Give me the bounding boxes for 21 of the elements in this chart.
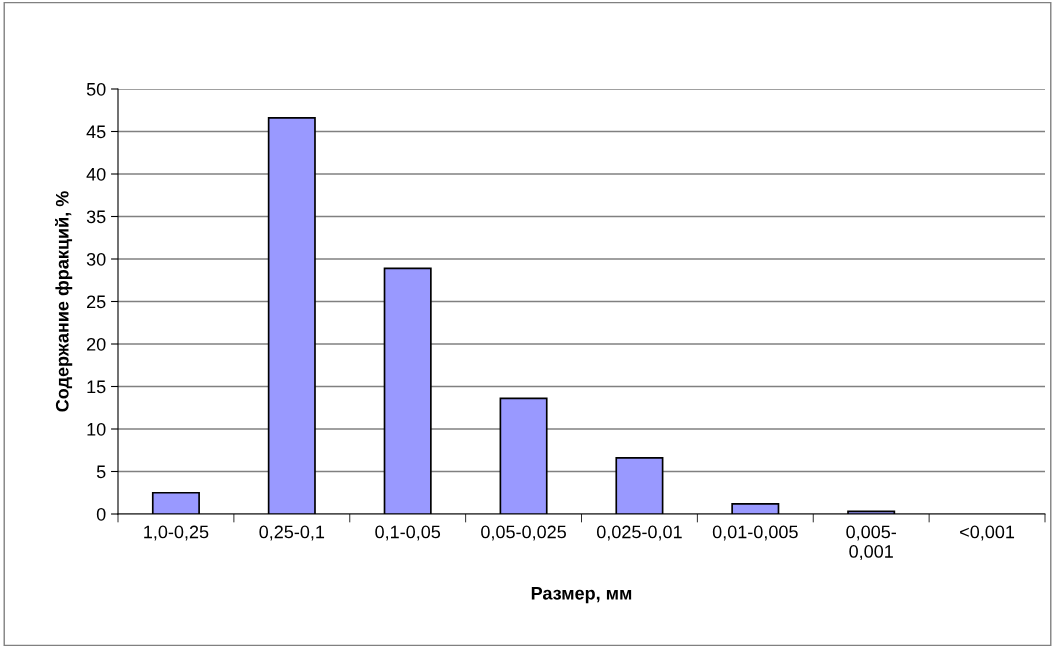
x-tick-label: 0,05-0,025	[481, 525, 566, 541]
y-tick-label: 10	[87, 422, 106, 436]
x-tick-label: 0,25-0,1	[259, 525, 325, 541]
x-tick-label: 0,1-0,05	[375, 525, 441, 541]
x-tick-label: <0,001	[960, 525, 1015, 541]
y-tick-label: 40	[86, 167, 106, 181]
x-tick-label: 0,025-0,01	[596, 525, 682, 541]
y-tick-label: 20	[87, 337, 106, 351]
y-tick-label: 50	[86, 82, 106, 96]
x-tick-label: 0,01-0,005	[712, 525, 798, 541]
y-tick-label: 5	[96, 465, 106, 479]
y-tick-label: 45	[86, 125, 106, 139]
x-tick-label: 1,0-0,25	[144, 525, 209, 541]
x-axis-title: Размер, мм	[531, 587, 632, 604]
x-tick-label: 0,005- 0,001	[846, 525, 896, 560]
y-tick-label: 25	[87, 295, 106, 309]
y-tick-label: 35	[86, 210, 106, 224]
y-axis-title: Содержание фракций, %	[55, 191, 73, 412]
y-tick-label: 0	[96, 507, 106, 521]
y-tick-label: 30	[86, 252, 106, 266]
y-tick-label: 15	[87, 380, 106, 394]
